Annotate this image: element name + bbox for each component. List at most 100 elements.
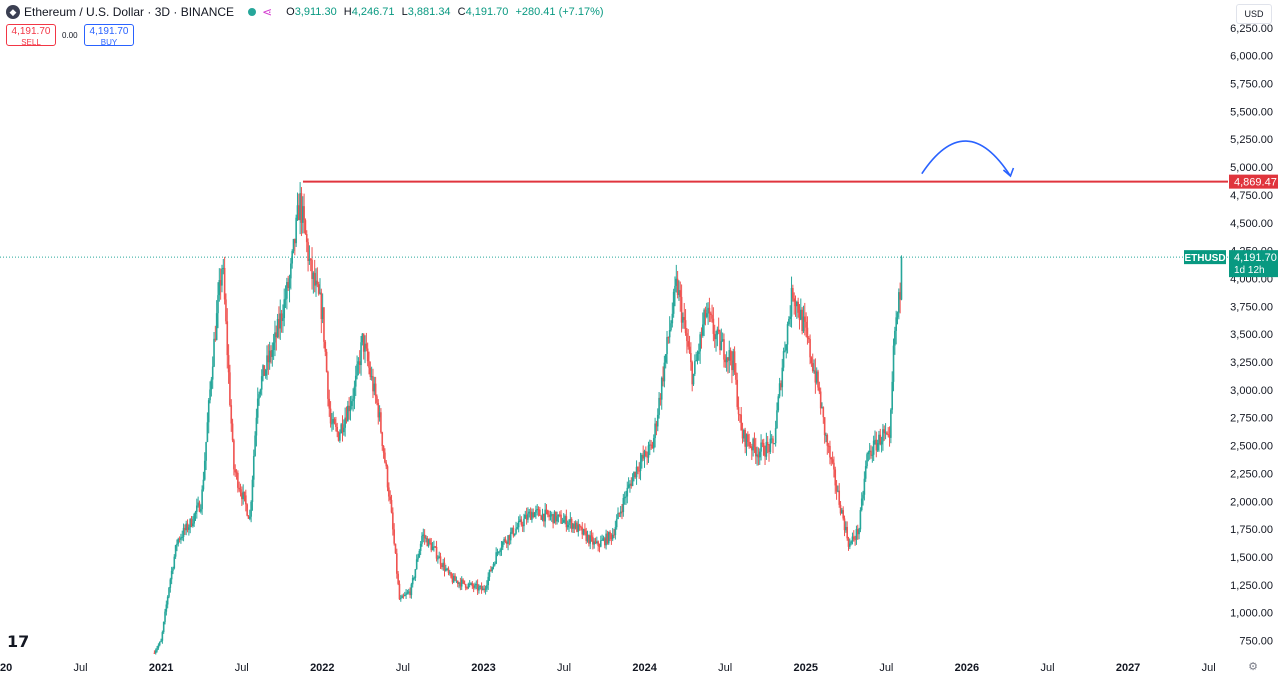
candle-body: [482, 588, 484, 591]
candle-body: [437, 558, 439, 560]
symbol-title[interactable]: Ethereum / U.S. Dollar · 3D · BINANCE: [24, 5, 235, 19]
candle-body: [891, 381, 894, 410]
y-tick-label: 4,500.00: [1230, 218, 1273, 230]
candle-body: [735, 372, 737, 380]
candle-body: [263, 365, 266, 376]
candle-body: [478, 587, 480, 591]
candle-body: [362, 333, 365, 352]
candle-body: [637, 466, 639, 471]
candle-body: [305, 234, 308, 243]
buy-button[interactable]: 4,191.70 BUY: [84, 24, 134, 47]
candle-body: [500, 547, 503, 551]
candle-body: [688, 346, 691, 354]
candle-body: [554, 511, 557, 522]
candle-body: [521, 524, 524, 527]
candle-body: [194, 511, 197, 515]
candle-body: [262, 365, 264, 377]
y-tick-label: 1,750.00: [1230, 524, 1273, 536]
sell-button[interactable]: 4,191.70 SELL: [6, 24, 56, 47]
candle-body: [680, 296, 683, 323]
currency-selector[interactable]: USD: [1236, 4, 1272, 24]
candle-body: [683, 317, 686, 321]
candle-body: [827, 445, 830, 447]
candle-body: [801, 309, 803, 332]
candle-body: [248, 516, 251, 519]
candle-body: [561, 522, 564, 524]
candle-body: [598, 545, 601, 547]
candle-body: [727, 357, 729, 361]
x-tick-label: 2025: [794, 662, 818, 674]
candle-body: [819, 391, 822, 409]
candle-body: [422, 534, 425, 536]
candle-body: [357, 361, 360, 365]
candle-body: [687, 341, 690, 347]
candle-body: [324, 341, 327, 352]
candle-body: [454, 575, 456, 581]
candle-body: [635, 466, 638, 478]
candle-body: [259, 389, 262, 395]
x-tick-label: 2020: [0, 662, 12, 674]
candle-body: [227, 355, 230, 373]
candle-body: [425, 537, 427, 539]
candle-body: [866, 454, 868, 467]
candle-body: [423, 534, 426, 539]
candle-body: [707, 307, 709, 314]
candle-body: [564, 516, 566, 520]
candle-body: [540, 515, 542, 520]
candle-body: [320, 292, 323, 320]
candle-body: [331, 423, 333, 425]
candle-body: [501, 541, 504, 548]
candle-body: [686, 333, 688, 342]
candle-body: [676, 278, 679, 296]
candle-body: [532, 512, 535, 518]
x-tick-label: Jul: [74, 662, 88, 674]
candle-body: [292, 238, 295, 252]
candle-body: [509, 532, 512, 541]
candle-body: [280, 313, 283, 321]
candle-body: [374, 383, 377, 397]
candle-body: [553, 511, 556, 524]
candle-body: [839, 504, 842, 514]
candle-body: [421, 535, 423, 544]
candle-body: [401, 595, 403, 599]
candle-body: [670, 323, 672, 331]
candle-body: [385, 462, 388, 467]
candle-body: [698, 351, 700, 355]
candle-body: [880, 441, 883, 445]
symbol-tag: ETHUSD: [1184, 253, 1225, 264]
candle-body: [627, 484, 630, 488]
ethereum-logo-icon: ◆: [6, 5, 20, 19]
candle-body: [431, 546, 434, 551]
market-status-icon[interactable]: [248, 8, 257, 16]
candle-body: [609, 532, 611, 535]
candle-body: [544, 509, 546, 522]
candle-body: [295, 217, 297, 244]
candle-body: [373, 383, 376, 392]
candle-body: [809, 339, 811, 358]
candle-body: [793, 298, 795, 302]
candle-body: [153, 652, 156, 654]
share-icon[interactable]: ⋖: [262, 5, 273, 19]
candle-body: [210, 379, 213, 390]
bar-countdown: 1d 12h: [1234, 265, 1265, 276]
candle-body: [207, 400, 210, 423]
candle-body: [504, 538, 507, 542]
candle-body: [252, 456, 255, 480]
candle-body: [850, 541, 852, 544]
candle-body: [403, 595, 406, 597]
settings-gear-icon[interactable]: ⚙: [1248, 661, 1258, 673]
tradingview-logo-icon[interactable]: 𝟭𝟳: [7, 634, 30, 651]
candle-body: [237, 472, 239, 488]
candle-body: [460, 579, 463, 587]
candle-body: [663, 362, 666, 382]
candle-body: [704, 309, 707, 317]
candle-body: [867, 452, 870, 455]
candle-body: [186, 523, 189, 530]
x-tick-label: 2021: [149, 662, 173, 674]
candle-body: [664, 354, 667, 363]
price-axis: 750.00 1,000.00 1,250.00 1,500.00 1,750.00 2,…: [1230, 23, 1273, 648]
candle-body: [517, 521, 520, 528]
y-tick-label: 2,000.00: [1230, 496, 1273, 508]
candle-body: [451, 577, 454, 583]
